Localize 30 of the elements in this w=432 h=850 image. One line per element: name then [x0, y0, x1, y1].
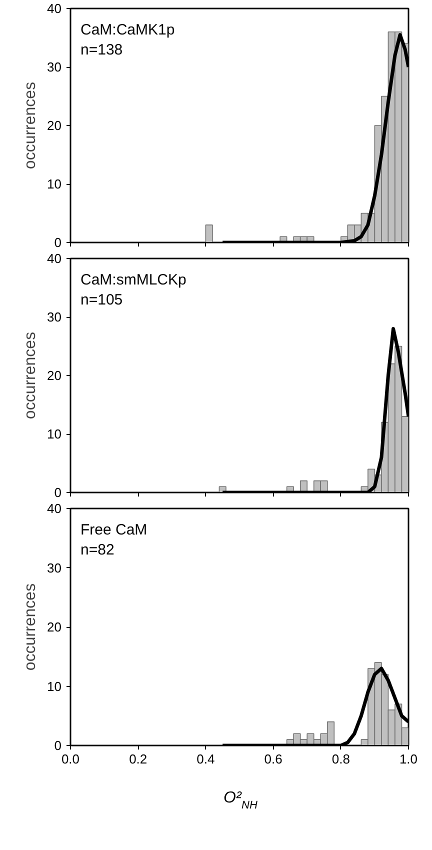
y-tick-label: 0 [54, 485, 62, 500]
x-tick-label: 0.8 [332, 752, 350, 766]
y-tick-label: 40 [47, 1, 62, 16]
y-axis-title: occurrences [22, 332, 40, 420]
y-axis-title: occurrences [22, 82, 40, 170]
x-tick-label: 0.4 [196, 752, 215, 766]
y-tick-label: 30 [47, 310, 62, 324]
y-axis-title: occurrences [22, 583, 40, 671]
annotation: CaM:CaMK1p [80, 22, 175, 38]
y-tick-label: 40 [47, 501, 62, 516]
y-tick-label: 20 [47, 368, 62, 383]
x-tick-label: 0.0 [61, 752, 80, 766]
annotation: n=82 [80, 542, 114, 558]
y-tick-label: 20 [47, 620, 62, 634]
y-tick-label: 10 [47, 678, 62, 694]
y-tick-label: 0 [54, 738, 62, 753]
annotation: Free CaM [80, 522, 148, 538]
y-tick-label: 20 [47, 118, 62, 133]
x-tick-label: 0.2 [129, 752, 148, 766]
y-tick-label: 10 [47, 426, 62, 442]
x-tick-label: 0.6 [264, 752, 282, 766]
x-tick-label: 1.0 [399, 752, 418, 766]
y-tick-label: 0 [54, 235, 62, 250]
y-tick-label: 40 [47, 251, 62, 266]
y-tick-label: 30 [47, 60, 62, 74]
annotation: n=138 [80, 42, 123, 58]
y-tick-label: 30 [47, 560, 62, 576]
annotation: n=105 [80, 292, 123, 308]
y-tick-label: 10 [47, 176, 62, 192]
annotation: CaM:smMLCKp [80, 272, 186, 288]
